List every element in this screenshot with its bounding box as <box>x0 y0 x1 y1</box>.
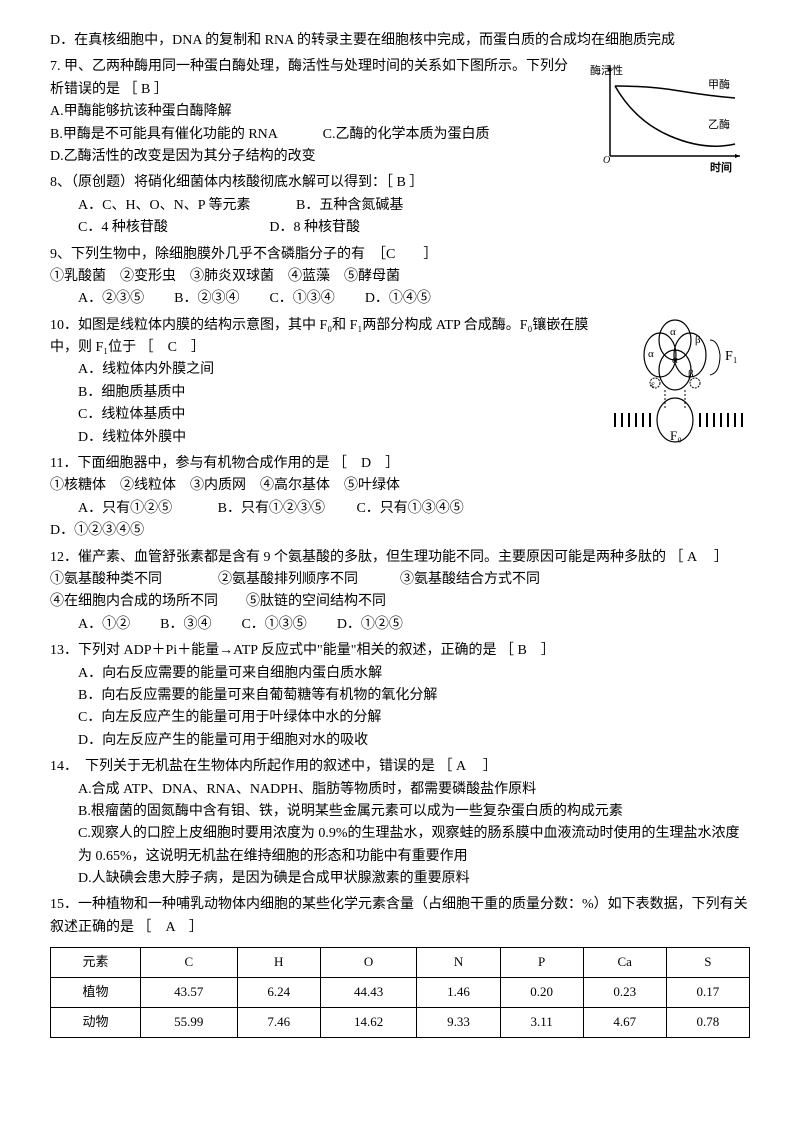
q9-stem: 9、下列生物中，除细胞膜外几乎不含磷脂分子的有 ［C ］ <box>50 244 750 266</box>
table-cell: 7.46 <box>237 1007 320 1037</box>
q8-c: C．4 种核苷酸 <box>78 220 168 235</box>
q9-a: A．②③⑤ <box>78 288 144 310</box>
table-row: 动物 55.99 7.46 14.62 9.33 3.11 4.67 0.78 <box>51 1007 750 1037</box>
line1-label: 甲酶 <box>708 78 730 91</box>
x-axis-label: 时间 <box>710 160 732 174</box>
q10-d: D．线粒体外膜中 <box>78 430 186 445</box>
q14-stem: 14． 下列关于无机盐在生物体内所起作用的叙述中，错误的是 ［ A ］ <box>50 756 750 778</box>
q9-d: D．①④⑤ <box>365 288 431 310</box>
q11-c: C．只有①③④⑤ <box>356 501 463 516</box>
table-header: C <box>140 948 237 978</box>
q11-d: D．①②③④⑤ <box>50 520 750 542</box>
table-cell: 1.46 <box>417 978 500 1008</box>
svg-text:F₀: F₀ <box>670 428 682 443</box>
element-content-table: 元素 C H O N P Ca S 植物 43.57 6.24 44.43 1.… <box>50 947 750 1037</box>
table-cell: 0.17 <box>666 978 749 1008</box>
svg-text:O: O <box>603 155 610 166</box>
q7-c: C.乙酶的化学本质为蛋白质 <box>323 127 490 142</box>
q12-b: B．③④ <box>160 614 211 636</box>
option-d: D．在真核细胞中，DNA 的复制和 RNA 的转录主要在细胞核中完成，而蛋白质的… <box>50 30 750 52</box>
table-cell: 0.78 <box>666 1007 749 1037</box>
y-axis-label: 酶活性 <box>590 63 623 77</box>
table-header: O <box>320 948 417 978</box>
svg-text:ε: ε <box>651 379 655 389</box>
table-cell: 43.57 <box>140 978 237 1008</box>
svg-text:α: α <box>670 326 676 338</box>
svg-text:α: α <box>648 348 654 360</box>
table-header: P <box>500 948 583 978</box>
q9-b: B．②③④ <box>174 288 239 310</box>
line2-label: 乙酶 <box>708 118 730 131</box>
table-cell: 4.67 <box>583 1007 666 1037</box>
question-12: 12．催产素、血管舒张素都是含有 9 个氨基酸的多肽，但生理功能不同。主要原因可… <box>50 547 750 637</box>
table-cell: 3.11 <box>500 1007 583 1037</box>
table-cell: 9.33 <box>417 1007 500 1037</box>
table-header: Ca <box>583 948 666 978</box>
q14-d: D.人缺碘会患大脖子病，是因为碘是合成甲状腺激素的重要原料 <box>78 871 470 886</box>
q10-a: A．线粒体内外膜之间 <box>78 362 214 377</box>
q13-a: A．向右反应需要的能量可来自细胞内蛋白质水解 <box>78 666 382 681</box>
q12-stem: 12．催产素、血管舒张素都是含有 9 个氨基酸的多肽，但生理功能不同。主要原因可… <box>50 547 750 569</box>
svg-text:F₁: F₁ <box>725 349 738 364</box>
table-header-row: 元素 C H O N P Ca S <box>51 948 750 978</box>
q9-items: ①乳酸菌 ②变形虫 ③肺炎双球菌 ④蓝藻 ⑤酵母菌 <box>50 266 750 288</box>
table-header: 元素 <box>51 948 141 978</box>
q7-b: B.甲酶是不可能具有催化功能的 RNA <box>50 127 277 142</box>
q12-c: C．①③⑤ <box>241 614 306 636</box>
table-header: S <box>666 948 749 978</box>
q11-items: ①核糖体 ②线粒体 ③内质网 ④高尔基体 ⑤叶绿体 <box>50 475 750 497</box>
q13-b: B．向右反应需要的能量可来自葡萄糖等有机物的氧化分解 <box>78 688 437 703</box>
q13-d: D．向左反应产生的能量可用于细胞对水的吸收 <box>78 733 368 748</box>
table-cell: 44.43 <box>320 978 417 1008</box>
question-9: 9、下列生物中，除细胞膜外几乎不含磷脂分子的有 ［C ］ ①乳酸菌 ②变形虫 ③… <box>50 244 750 311</box>
enzyme-activity-graph: 酶活性 甲酶 乙酶 时间 O <box>590 56 750 176</box>
q13-stem: 13．下列对 ADP＋Pi＋能量→ATP 反应式中"能量"相关的叙述，正确的是 … <box>50 640 750 662</box>
table-cell: 0.23 <box>583 978 666 1008</box>
q13-c: C．向左反应产生的能量可用于叶绿体中水的分解 <box>78 710 381 725</box>
q12-items2: ④在细胞内合成的场所不同 ⑤肽链的空间结构不同 <box>50 591 750 613</box>
question-13: 13．下列对 ADP＋Pi＋能量→ATP 反应式中"能量"相关的叙述，正确的是 … <box>50 640 750 752</box>
q8-b: B．五种含氮碱基 <box>296 198 403 213</box>
q14-a: A.合成 ATP、DNA、RNA、NADPH、脂肪等物质时，都需要磷酸盐作原料 <box>78 782 536 797</box>
q15-stem: 15．一种植物和一种哺乳动物体内细胞的某些化学元素含量（占细胞干重的质量分数：%… <box>50 894 750 939</box>
mitochondria-diagram: α α β α β ε F₁ F₀ <box>610 315 750 465</box>
q8-a: A．C、H、O、N、P 等元素 <box>78 198 251 213</box>
question-8: 8、（原创题）将硝化细菌体内核酸彻底水解可以得到：［ B ］ A．C、H、O、N… <box>50 172 750 239</box>
q10-c: C．线粒体基质中 <box>78 407 185 422</box>
table-cell: 55.99 <box>140 1007 237 1037</box>
q11-a: A．只有①②⑤ <box>78 501 172 516</box>
question-10: α α β α β ε F₁ F₀ 10．如图是线粒体内膜 <box>50 315 750 449</box>
question-14: 14． 下列关于无机盐在生物体内所起作用的叙述中，错误的是 ［ A ］ A.合成… <box>50 756 750 890</box>
q14-b: B.根瘤菌的固氮酶中含有钼、铁，说明某些金属元素可以成为一些复杂蛋白质的构成元素 <box>78 804 623 819</box>
q10-b: B．细胞质基质中 <box>78 385 185 400</box>
q12-d: D．①②⑤ <box>337 614 403 636</box>
table-row: 植物 43.57 6.24 44.43 1.46 0.20 0.23 0.17 <box>51 978 750 1008</box>
table-cell: 14.62 <box>320 1007 417 1037</box>
q9-c: C．①③④ <box>269 288 334 310</box>
q11-b: B．只有①②③⑤ <box>218 501 325 516</box>
svg-text:β: β <box>695 334 701 346</box>
q12-a: A．①② <box>78 614 130 636</box>
table-cell: 0.20 <box>500 978 583 1008</box>
q14-c: C.观察人的口腔上皮细胞时要用浓度为 0.9%的生理盐水，观察蛙的肠系膜中血液流… <box>78 826 740 863</box>
question-15: 15．一种植物和一种哺乳动物体内细胞的某些化学元素含量（占细胞干重的质量分数：%… <box>50 894 750 1037</box>
q8-d: D．8 种核苷酸 <box>269 220 360 235</box>
question-11: 11．下面细胞器中，参与有机物合成作用的是 ［ D ］ ①核糖体 ②线粒体 ③内… <box>50 453 750 543</box>
table-header: H <box>237 948 320 978</box>
q-prev-d: D．在真核细胞中，DNA 的复制和 RNA 的转录主要在细胞核中完成，而蛋白质的… <box>50 33 675 48</box>
q12-items1: ①氨基酸种类不同 ②氨基酸排列顺序不同 ③氨基酸结合方式不同 <box>50 569 750 591</box>
question-7: 酶活性 甲酶 乙酶 时间 O 7. 甲、乙两种酶用同一种蛋白酶处理，酶活性与处理… <box>50 56 750 168</box>
table-header: N <box>417 948 500 978</box>
table-cell: 动物 <box>51 1007 141 1037</box>
svg-text:α: α <box>672 354 678 366</box>
table-cell: 植物 <box>51 978 141 1008</box>
table-cell: 6.24 <box>237 978 320 1008</box>
